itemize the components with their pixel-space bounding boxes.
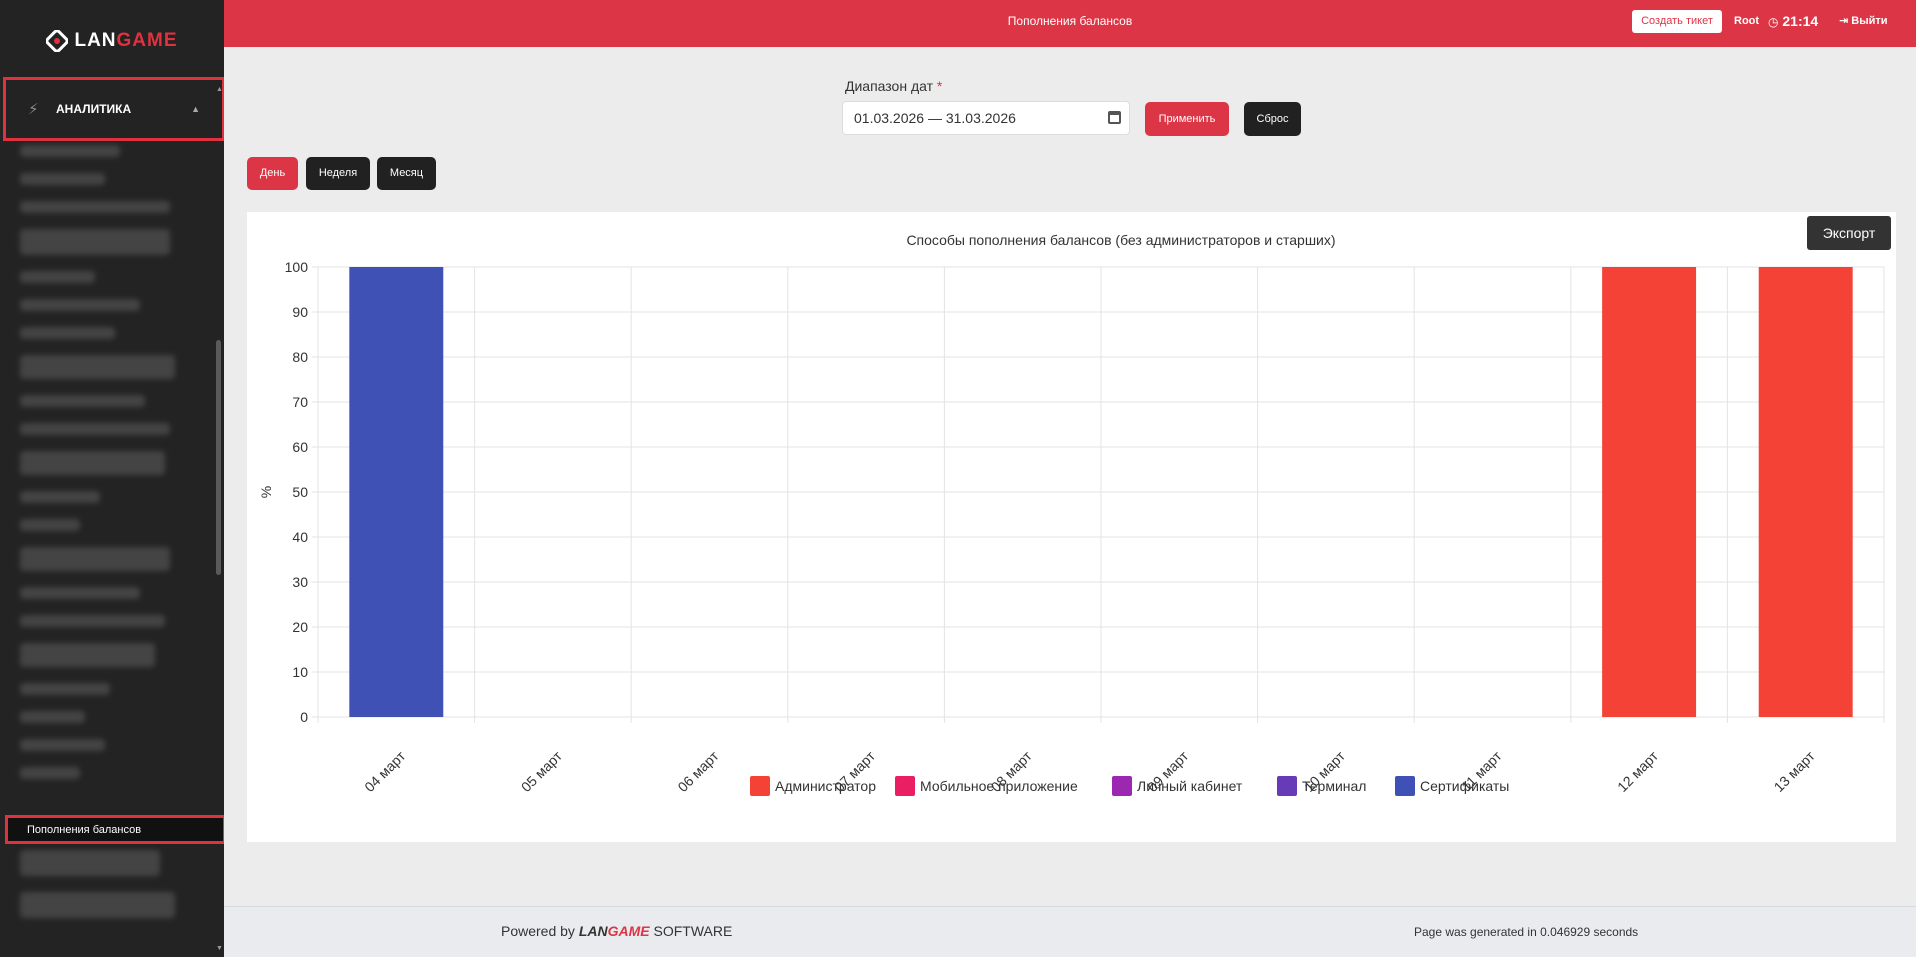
x-tick-label: 04 март [361,747,409,795]
clock: ◷ 21:14 [1768,0,1818,44]
sidebar-item-label: Пополнения балансов [27,823,142,836]
logout-button[interactable]: ⇥ Выйти [1839,0,1888,43]
calendar-icon[interactable] [1108,111,1121,124]
y-tick-label: 50 [292,484,308,500]
apply-button[interactable]: Применить [1145,102,1229,136]
date-range-value: 01.03.2026 — 31.03.2026 [854,110,1016,126]
footer-powered-by: Powered by LANGAME SOFTWARE [501,923,733,939]
sidebar-item-blurred[interactable] [20,711,85,723]
sidebar-item-blurred[interactable] [20,519,80,531]
y-tick-label: 20 [292,619,308,635]
y-tick-label: 0 [300,709,308,725]
sidebar-item-blurred[interactable] [20,423,170,435]
sidebar-item-blurred[interactable] [20,615,165,627]
page-title: Пополнения балансов [1007,14,1133,28]
sidebar-section-analytics[interactable]: ⚡ АНАЛИТИКА ▲ [3,77,224,141]
sidebar-blurred-items [20,145,190,795]
sidebar-item-blurred[interactable] [20,395,145,407]
sidebar-item-blurred[interactable] [20,201,170,213]
chart-title: Способы пополнения балансов (без админис… [906,232,1335,248]
user-name[interactable]: Root [1734,15,1760,27]
sidebar: LANGAME ⚡ АНАЛИТИКА ▲ Пополнения балансо… [0,0,224,957]
legend-label: Терминал [1302,778,1366,794]
date-range-label: Диапазон дат * [845,78,943,94]
sidebar-item-blurred[interactable] [20,271,95,283]
sidebar-item-blurred[interactable] [20,767,80,779]
y-tick-label: 10 [292,664,308,680]
scroll-down-arrow-icon[interactable]: ▼ [216,945,223,952]
create-ticket-button[interactable]: Создать тикет [1632,10,1722,33]
lightning-icon: ⚡ [28,101,39,118]
sidebar-item-blurred[interactable] [20,850,160,876]
legend-swatch [1277,776,1297,796]
y-tick-label: 70 [292,394,308,410]
x-tick-label: 06 март [674,747,722,795]
legend-label: Личный кабинет [1137,778,1243,794]
export-button[interactable]: Экспорт [1807,216,1891,250]
sidebar-item-blurred[interactable] [20,327,115,339]
sidebar-section-label: АНАЛИТИКА [56,102,132,116]
legend-swatch [750,776,770,796]
bar-segment [1758,267,1853,717]
clock-time: 21:14 [1782,13,1819,29]
legend-swatch [895,776,915,796]
x-tick-label: 12 март [1614,747,1662,795]
y-tick-label: 40 [292,529,308,545]
sidebar-item-balance-topups[interactable]: Пополнения балансов [5,815,224,844]
y-tick-label: 90 [292,304,308,320]
y-tick-label: 80 [292,349,308,365]
sidebar-item-blurred[interactable] [20,892,175,918]
balance-topup-chart: Способы пополнения балансов (без админис… [258,232,1885,796]
legend-swatch [1395,776,1415,796]
page-generation-time: Page was generated in 0.046929 seconds [1414,925,1639,939]
y-tick-label: 30 [292,574,308,590]
logo-text: LANGAME [74,30,178,51]
sidebar-item-blurred[interactable] [20,739,105,751]
sidebar-item-blurred[interactable] [20,173,105,185]
header-bar: Пополнения балансов Создать тикет Root ◷… [224,0,1916,47]
logout-icon: ⇥ [1839,15,1849,27]
legend-swatch [1112,776,1132,796]
tab-day[interactable]: День [247,157,298,190]
tab-month[interactable]: Месяц [377,157,436,190]
footer-brand[interactable]: LANGAME [578,923,650,939]
sidebar-item-blurred[interactable] [20,229,170,255]
sidebar-item-blurred[interactable] [20,587,140,599]
legend-label: Сертификаты [1420,778,1509,794]
footer: Powered by LANGAME SOFTWARE Page was gen… [224,906,1916,957]
bar-segment [1602,267,1697,717]
clock-icon: ◷ [1768,15,1779,29]
sidebar-item-blurred[interactable] [20,643,155,667]
bar-segment [349,267,444,717]
sidebar-item-blurred[interactable] [20,683,110,695]
sidebar-item-blurred[interactable] [20,299,140,311]
sidebar-item-blurred[interactable] [20,355,175,379]
scroll-up-arrow-icon[interactable]: ▲ [216,86,223,93]
required-mark: * [936,78,943,94]
logout-label: Выйти [1851,15,1888,27]
sidebar-item-blurred[interactable] [20,145,120,157]
legend-label: Мобильное приложение [920,778,1078,794]
sidebar-item-blurred[interactable] [20,451,165,475]
legend-label: Администратор [775,778,876,794]
app-logo[interactable]: LANGAME [0,0,224,82]
logo-icon [46,30,69,52]
sidebar-scroll-thumb[interactable] [216,340,221,575]
y-axis-label: % [258,486,274,498]
x-tick-label: 05 март [518,747,566,795]
sidebar-item-blurred[interactable] [20,491,100,503]
caret-up-icon: ▲ [191,104,200,114]
y-tick-label: 60 [292,439,308,455]
reset-button[interactable]: Сброс [1244,102,1301,136]
sidebar-item-blurred[interactable] [20,547,170,571]
tab-week[interactable]: Неделя [306,157,370,190]
date-range-input[interactable]: 01.03.2026 — 31.03.2026 [842,101,1130,135]
x-tick-label: 13 март [1771,747,1819,795]
y-tick-label: 100 [285,259,309,275]
sidebar-blurred-items-bottom [20,850,190,934]
